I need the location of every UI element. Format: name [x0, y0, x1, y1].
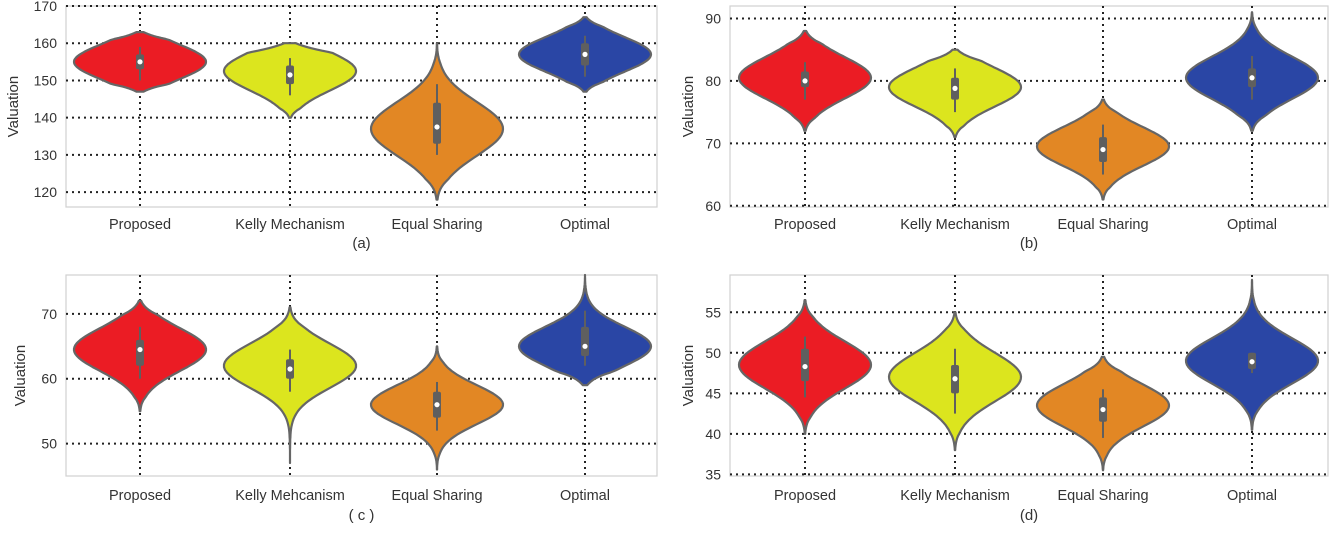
- y-tick-label: 70: [705, 135, 721, 151]
- violin-median-dot: [952, 376, 958, 382]
- violin-median-dot: [1249, 359, 1255, 365]
- y-tick-label: 120: [34, 184, 58, 200]
- x-tick-label: Proposed: [109, 217, 171, 233]
- y-tick-label: 150: [34, 72, 58, 88]
- y-tick-label: 90: [705, 10, 721, 26]
- y-tick-label: 130: [34, 147, 58, 163]
- violin-equal-sharing: [1035, 98, 1171, 201]
- violin-median-dot: [1100, 406, 1106, 413]
- violin-kelly-mechanism: [887, 48, 1023, 139]
- y-tick-label: 60: [41, 371, 57, 387]
- violin-proposed: [737, 299, 873, 435]
- x-tick-label: Proposed: [109, 488, 171, 504]
- y-tick-label: 35: [705, 466, 721, 482]
- violin-median-dot: [434, 124, 440, 130]
- violin-kelly-mechanism: [887, 311, 1023, 452]
- y-tick-label: 50: [41, 436, 57, 452]
- panel-1: 120 130 140 150 160 170 Proposed Kelly Mechanis…: [5, 0, 658, 252]
- x-tick-label: Equal Sharing: [391, 217, 482, 233]
- violin-optimal: [1184, 11, 1320, 132]
- violin-median-dot: [1100, 146, 1106, 153]
- violin-median-dot: [582, 343, 588, 349]
- y-tick-label: 70: [41, 306, 57, 322]
- violin-median-dot: [952, 85, 958, 91]
- y-axis-label: Valuation: [12, 345, 29, 406]
- panel-3: 50 60 70 Proposed Kelly Mehcanism Equal Shari…: [12, 273, 658, 524]
- x-tick-label: Optimal: [1227, 217, 1277, 233]
- violin-optimal: [1184, 278, 1320, 431]
- x-tick-label: Kelly Mehcanism: [235, 488, 345, 504]
- panel-4: 35 40 45 50 55 Proposed Kelly Mechanism Equal S…: [680, 274, 1329, 524]
- y-tick-label: 60: [705, 198, 721, 214]
- violin-optimal: [517, 16, 653, 93]
- violin-median-dot: [434, 402, 440, 408]
- violin-equal-sharing: [1035, 355, 1171, 472]
- x-tick-label: Kelly Mechanism: [900, 217, 1010, 233]
- y-axis-label: Valuation: [5, 76, 22, 137]
- x-tick-label: Kelly Mechanism: [235, 217, 345, 233]
- violin-proposed: [72, 299, 208, 413]
- violin-iqr-box: [581, 326, 589, 357]
- violin-median-dot: [287, 366, 293, 372]
- violin-median-dot: [582, 51, 588, 57]
- x-tick-label: Optimal: [1227, 488, 1277, 504]
- panel-caption: (b): [1020, 235, 1038, 252]
- y-tick-label: 160: [34, 35, 58, 51]
- x-tick-label: Equal Sharing: [1057, 217, 1148, 233]
- x-tick-label: Kelly Mechanism: [900, 488, 1010, 504]
- violin-proposed: [737, 29, 873, 132]
- x-tick-label: Proposed: [774, 217, 836, 233]
- violin-median-dot: [802, 363, 808, 370]
- x-tick-label: Optimal: [560, 488, 610, 504]
- y-axis-label: Valuation: [680, 345, 697, 406]
- violin-proposed: [72, 31, 208, 93]
- x-tick-label: Equal Sharing: [391, 488, 482, 504]
- y-tick-label: 55: [705, 304, 721, 320]
- panel-caption: (d): [1020, 507, 1038, 524]
- violin-median-dot: [287, 72, 293, 78]
- y-tick-label: 45: [705, 385, 721, 401]
- y-tick-label: 40: [705, 426, 721, 442]
- x-tick-label: Equal Sharing: [1057, 488, 1148, 504]
- violin-optimal: [517, 273, 653, 387]
- violin-median-dot: [1249, 75, 1255, 81]
- panel-caption: (a): [352, 235, 370, 252]
- y-tick-label: 50: [705, 345, 721, 361]
- violin-equal-sharing: [369, 42, 505, 201]
- violin-kelly-mehcanism: [222, 306, 358, 465]
- y-tick-label: 80: [705, 73, 721, 89]
- violin-iqr-box: [433, 102, 441, 144]
- y-tick-label: 140: [34, 110, 58, 126]
- violin-median-dot: [802, 78, 808, 84]
- violin-kelly-mechanism: [222, 42, 358, 119]
- y-tick-label: 170: [34, 0, 58, 14]
- violin-median-dot: [137, 346, 143, 353]
- violin-median-dot: [137, 59, 143, 65]
- x-tick-label: Proposed: [774, 488, 836, 504]
- y-axis-label: Valuation: [680, 76, 697, 137]
- panel-caption: ( c ): [349, 507, 375, 524]
- x-tick-label: Optimal: [560, 217, 610, 233]
- violin-iqr-box: [136, 339, 144, 366]
- panel-2: 60 70 80 90 Proposed Kelly Mechanism Equal Sha…: [680, 5, 1329, 252]
- violin-equal-sharing: [369, 345, 505, 471]
